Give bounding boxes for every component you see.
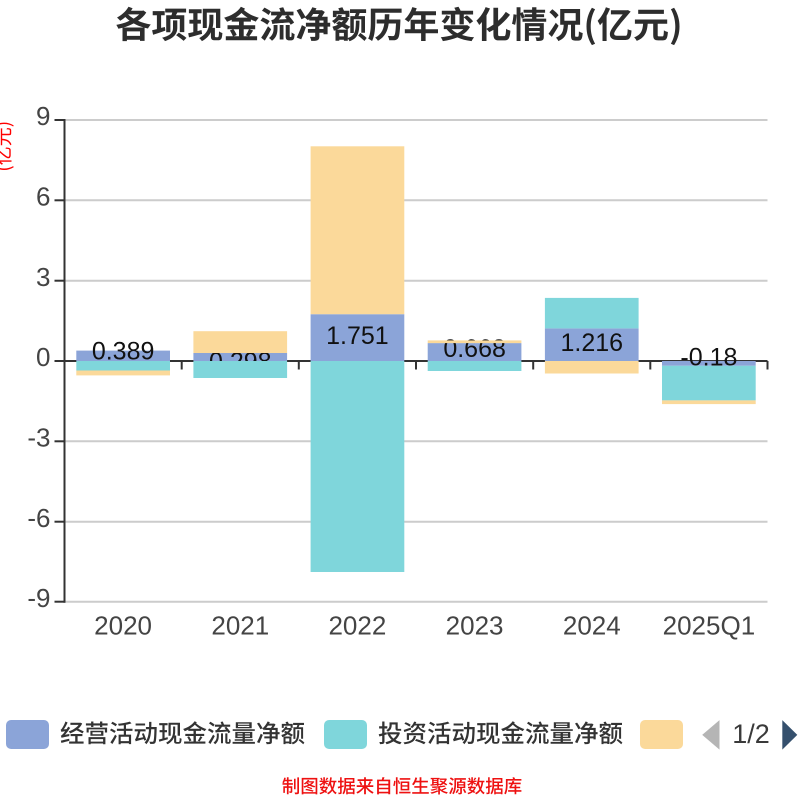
svg-text:0.668: 0.668 [443, 335, 506, 363]
svg-text:2024: 2024 [563, 611, 621, 641]
svg-text:2025Q1: 2025Q1 [663, 611, 756, 641]
svg-text:2023: 2023 [446, 611, 504, 641]
svg-text:-3: -3 [27, 423, 50, 453]
svg-text:0: 0 [36, 342, 50, 372]
svg-text:-9: -9 [27, 583, 50, 613]
svg-text:6: 6 [36, 182, 50, 212]
svg-text:2021: 2021 [211, 611, 269, 641]
svg-text:2020: 2020 [94, 611, 152, 641]
svg-text:1.216: 1.216 [561, 329, 624, 357]
svg-text:1/2: 1/2 [732, 719, 770, 749]
svg-text:9: 9 [36, 101, 50, 131]
svg-text:0.389: 0.389 [92, 337, 155, 365]
svg-text:-6: -6 [27, 503, 50, 533]
svg-text:3: 3 [36, 262, 50, 292]
svg-text:1.751: 1.751 [326, 322, 389, 350]
svg-text:2022: 2022 [328, 611, 386, 641]
